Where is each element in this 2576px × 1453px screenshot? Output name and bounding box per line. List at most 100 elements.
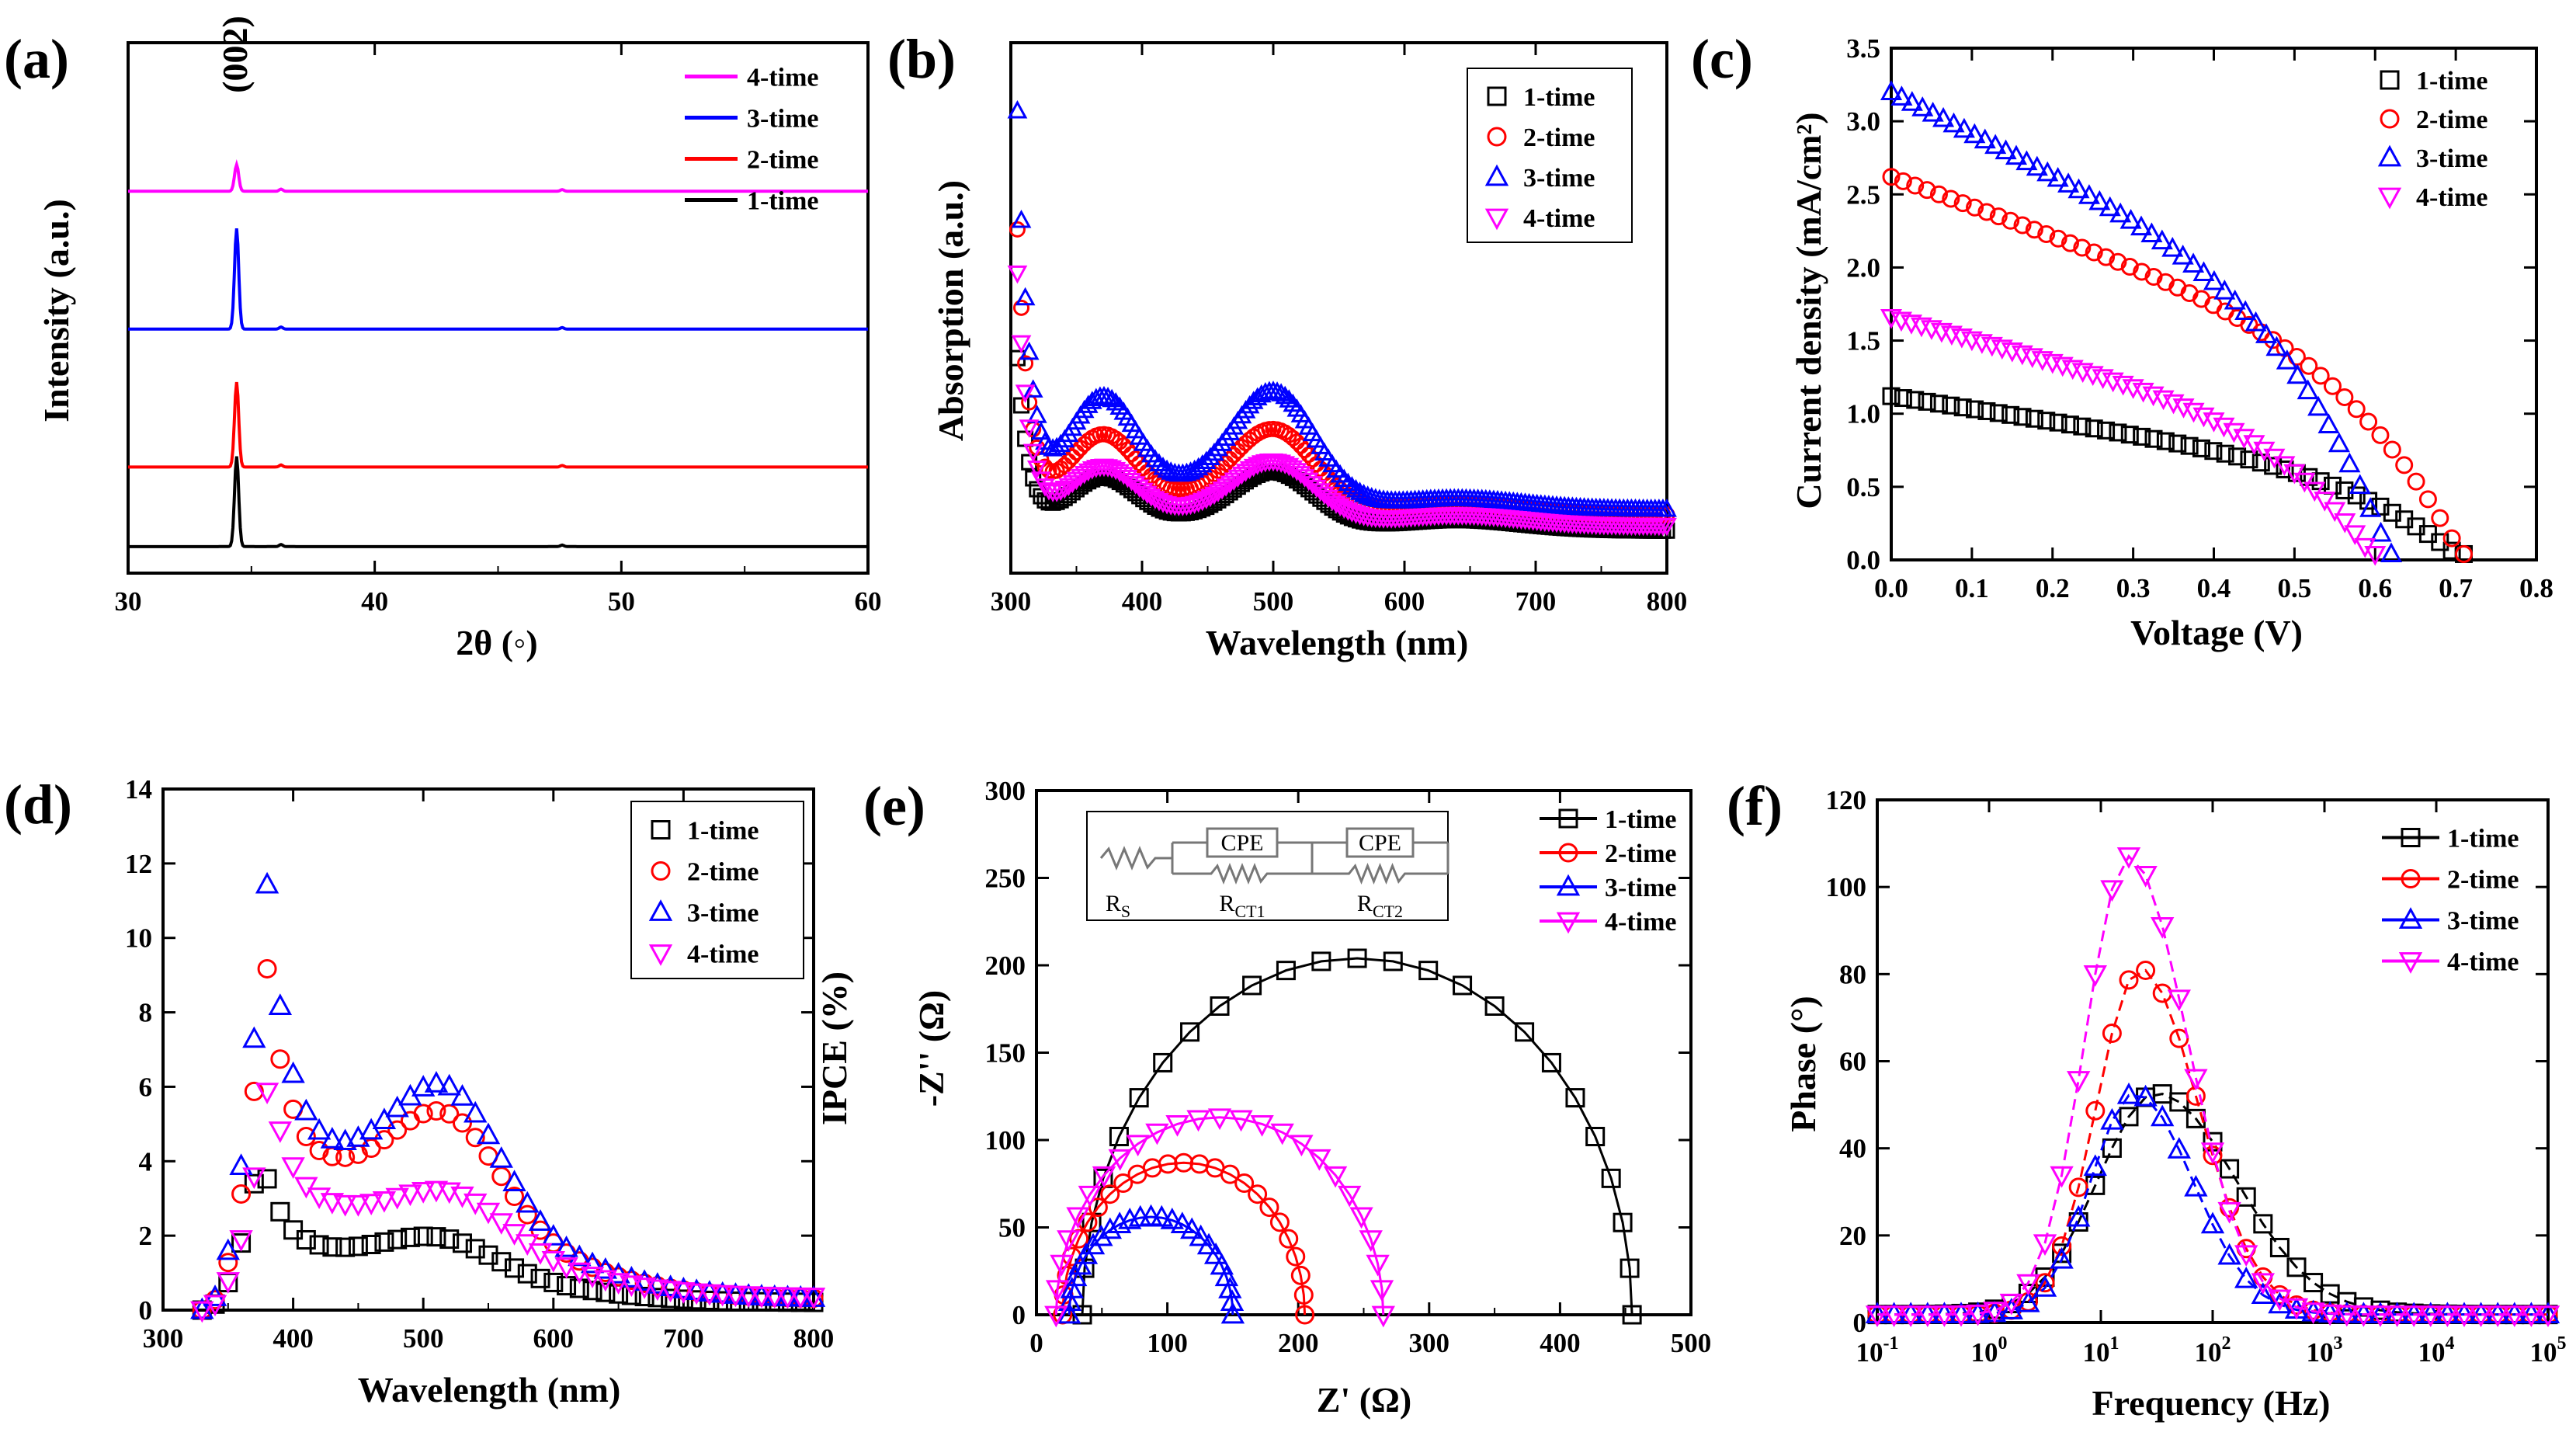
data-point-f [2402, 1305, 2426, 1327]
data-point-d [749, 1286, 774, 1309]
data-point-c [1932, 106, 1955, 127]
data-point-f [2184, 1069, 2208, 1091]
data-point-f [2486, 1305, 2510, 1327]
data-point-f [2335, 1301, 2359, 1323]
legend-label-a: 2-time [747, 146, 819, 175]
data-point-d [517, 1204, 537, 1225]
cpe-element-icon [1206, 827, 1279, 858]
x-tick-label-c: 0.1 [1955, 573, 1989, 603]
x-tick-label-d: 800 [793, 1323, 835, 1354]
data-point-d [489, 1146, 513, 1168]
data-point-c [1953, 398, 1972, 417]
data-point-c [2307, 395, 2330, 416]
data-point-c [2130, 215, 2153, 236]
rs-label: RS [1106, 891, 1130, 921]
data-point-b [1098, 386, 1118, 405]
data-point-d [283, 1220, 304, 1240]
data-point-f [2469, 1302, 2493, 1324]
series-line-3-time [128, 228, 868, 331]
data-point-c [2097, 421, 2116, 440]
data-point-b [1212, 481, 1232, 500]
data-point-d [647, 1288, 668, 1308]
data-point-e [1078, 1185, 1102, 1208]
data-point-b [1224, 472, 1245, 492]
data-point-d [426, 1227, 446, 1247]
x-tick-label-c: 0.0 [1874, 573, 1908, 603]
data-point-c [2314, 492, 2336, 512]
data-point-e [1050, 1254, 1074, 1277]
y-tick-label-f: 20 [1839, 1221, 1866, 1251]
data-point-f [1932, 1305, 1956, 1327]
data-point-d [309, 1235, 329, 1255]
data-point-d [320, 1127, 345, 1149]
data-point-c [1942, 189, 1960, 208]
data-point-b [1338, 472, 1359, 492]
data-point-d [242, 1026, 266, 1048]
x-tick-label-d: 500 [403, 1323, 444, 1354]
data-point-e [1622, 1305, 1642, 1325]
data-point-c [2078, 184, 2100, 204]
data-point-e [1234, 1173, 1255, 1193]
data-point-f [2083, 1154, 2107, 1177]
data-point-c [2133, 262, 2151, 281]
data-point-d [374, 1130, 394, 1150]
data-point-b [1019, 341, 1040, 360]
data-point-c [2359, 497, 2382, 517]
data-point-e [1484, 996, 1505, 1016]
data-point-f [1865, 1305, 1890, 1327]
data-point-c [2182, 402, 2205, 423]
data-point-c [2119, 208, 2142, 229]
data-point-b [1271, 383, 1292, 401]
data-point-b [1050, 482, 1071, 502]
data-point-b [1353, 483, 1374, 502]
data-point-d [411, 1181, 436, 1204]
data-point-b [1157, 459, 1177, 478]
data-point-c [2431, 509, 2449, 527]
data-point-e [1290, 1135, 1314, 1157]
data-point-c [1963, 123, 1986, 144]
data-point-e [1189, 1224, 1213, 1246]
data-point-b [1106, 391, 1127, 411]
data-point-f [2486, 1302, 2510, 1324]
data-point-d [724, 1285, 748, 1308]
data-point-d [502, 1170, 526, 1192]
data-point-f [2368, 1305, 2393, 1327]
data-point-b [1009, 221, 1026, 238]
data-point-legend-c [2377, 187, 2402, 210]
data-point-e [1066, 1207, 1090, 1229]
data-point-d [229, 1230, 253, 1252]
data-point-c [2276, 349, 2298, 370]
data-point-e [1150, 1204, 1174, 1227]
data-point-d [270, 1201, 290, 1222]
data-point-e [1515, 1022, 1535, 1042]
x-tick-label-d: 600 [533, 1323, 575, 1354]
data-point-d [634, 1287, 654, 1307]
data-point-d [385, 1187, 409, 1210]
data-point-c [2192, 261, 2215, 281]
data-point-e [1338, 1185, 1362, 1208]
y-tick-label-e: 0 [1012, 1300, 1026, 1330]
legend-label-e: 3-time [1605, 874, 1677, 902]
data-point-f [1899, 1302, 1923, 1324]
data-point-c [2407, 472, 2425, 491]
data-point-f [2085, 1100, 2106, 1121]
data-point-f [2352, 1302, 2376, 1323]
data-point-e [1210, 996, 1230, 1016]
data-point-d [450, 1083, 474, 1106]
data-point-c [2359, 412, 2378, 431]
data-point-b [1013, 299, 1030, 316]
data-point-b [1334, 468, 1355, 488]
fit-curve-3-time [1877, 1093, 2548, 1316]
data-point-b [1342, 476, 1363, 495]
data-point-b [1192, 492, 1213, 512]
data-point-c [2380, 542, 2403, 562]
data-point-e [1601, 1168, 1621, 1188]
data-point-c [1890, 85, 1913, 106]
data-point-legend-c [2380, 70, 2400, 90]
data-point-b [1022, 443, 1043, 463]
data-point-legend-b [1487, 86, 1507, 106]
data-point-f [2303, 1273, 2324, 1293]
data-point-c [1929, 185, 1948, 203]
data-point-d [710, 1284, 734, 1307]
data-point-d [398, 1184, 422, 1207]
